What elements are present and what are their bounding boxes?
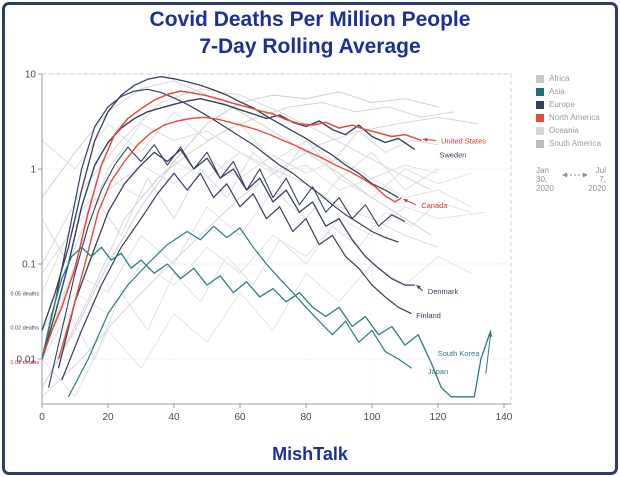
axis-tick-labels: 0 20 40 60 80 100 120 140 10 1 0.1 0.01 (17, 70, 513, 424)
legend-item-label: South America (549, 139, 602, 148)
x-tick-label: 140 (496, 412, 513, 423)
series-europe-unlabeled-3[interactable] (48, 144, 406, 388)
x-tick-label: 40 (168, 412, 180, 423)
annotation-arrowhead-icon (488, 332, 493, 337)
annotation-0-05-deaths: 0.05 deaths (10, 292, 39, 298)
series-denmark[interactable] (57, 148, 415, 369)
legend-item-label: Asia (549, 87, 565, 96)
annotation-japan: Japan (428, 367, 448, 376)
legend-item-label: Europe (549, 100, 575, 109)
annotation-sweden: Sweden (439, 151, 466, 160)
y-tick-label: 10 (25, 70, 37, 81)
annotation-arrowhead-icon (403, 199, 408, 203)
background-series-line (41, 256, 472, 398)
legend-item-label: Oceania (549, 126, 579, 135)
annotation-united-states: United States (441, 136, 486, 145)
legend-swatch-icon (536, 100, 544, 109)
series-europe-unlabeled-1[interactable] (41, 75, 399, 331)
background-series-line (41, 151, 472, 293)
series-south-korea[interactable] (41, 246, 492, 398)
legend-swatch-icon (536, 126, 544, 135)
x-tick-label: 0 (39, 412, 45, 423)
chart-area: United States Sweden Canada Denmark Finland S… (6, 64, 536, 432)
legend-swatch-icon (536, 113, 544, 122)
background-series-line (41, 91, 439, 388)
x-tick-label: 60 (234, 412, 246, 423)
y-tick-label: 1 (30, 165, 36, 176)
annotation-0-01-deaths: 0.01 deaths (10, 360, 39, 366)
chart-axes (41, 73, 512, 405)
legend-item-africa[interactable]: Africa (536, 72, 614, 85)
y-tick-label: 0.1 (22, 260, 36, 271)
legend-item-asia[interactable]: Asia (536, 85, 614, 98)
legend-items: Africa Asia Europe North America Oceania Sout… (536, 72, 614, 150)
series-sweden[interactable] (41, 98, 416, 360)
legend-item-label: Africa (549, 74, 570, 83)
background-series-line (41, 116, 478, 398)
series-finland[interactable] (61, 172, 412, 381)
date-start-year: 2020 (536, 184, 554, 193)
country-label-annotations: United States Sweden Canada Denmark Finland S… (10, 136, 493, 376)
annotation-canada: Canada (421, 201, 448, 210)
highlighted-country-lines (41, 75, 492, 398)
legend: Africa Asia Europe North America Oceania Sout… (536, 72, 614, 193)
page-title-line2: 7-Day Rolling Average (199, 35, 421, 58)
background-series-line (41, 201, 472, 360)
page-title: Covid Deaths Per Million People 7-Day Ro… (0, 6, 620, 60)
background-series-line (58, 102, 455, 360)
page-title-line1: Covid Deaths Per Million People (149, 8, 471, 31)
annotation-arrowhead-icon (416, 285, 421, 290)
series-canada[interactable] (57, 116, 403, 360)
date-range-arrow-icon (561, 172, 588, 178)
legend-item-north-america[interactable]: North America (536, 111, 614, 124)
series-united-states[interactable] (41, 90, 422, 360)
x-tick-label: 120 (430, 412, 447, 423)
legend-item-europe[interactable]: Europe (536, 98, 614, 111)
background-series-line (41, 88, 432, 265)
brand-link[interactable]: MishTalk (272, 444, 348, 464)
legend-swatch-icon (536, 139, 544, 148)
legend-swatch-icon (536, 87, 544, 96)
x-tick-label: 20 (102, 412, 114, 423)
annotation-south-korea: South Korea (438, 349, 481, 358)
legend-swatch-icon (536, 74, 544, 83)
y-tick-label: 0.01 (17, 355, 37, 366)
annotation-denmark: Denmark (428, 287, 459, 296)
annotation-finland: Finland (416, 311, 441, 320)
x-tick-label: 80 (300, 412, 312, 423)
background-country-lines (41, 80, 485, 398)
date-start-month: Jan 30, (536, 166, 549, 184)
annotation-0-02-deaths: 0.02 deaths (10, 325, 39, 331)
legend-item-south-america[interactable]: South America (536, 137, 614, 150)
date-end-month: Jul 7, (595, 166, 606, 184)
legend-item-oceania[interactable]: Oceania (536, 124, 614, 137)
legend-item-label: North America (549, 113, 600, 122)
date-end-year: 2020 (588, 184, 606, 193)
background-series-line (41, 111, 439, 191)
series-japan[interactable] (67, 225, 412, 398)
date-range: Jan 30, Jul 7, 2020 2020 (536, 166, 606, 193)
series-europe-unlabeled-2[interactable] (41, 88, 399, 360)
x-tick-label: 100 (364, 412, 381, 423)
annotation-arrow-icon (485, 332, 492, 374)
covid-chart-canvas[interactable]: United States Sweden Canada Denmark Finland S… (6, 64, 536, 432)
annotation-arrowhead-icon (423, 137, 428, 142)
